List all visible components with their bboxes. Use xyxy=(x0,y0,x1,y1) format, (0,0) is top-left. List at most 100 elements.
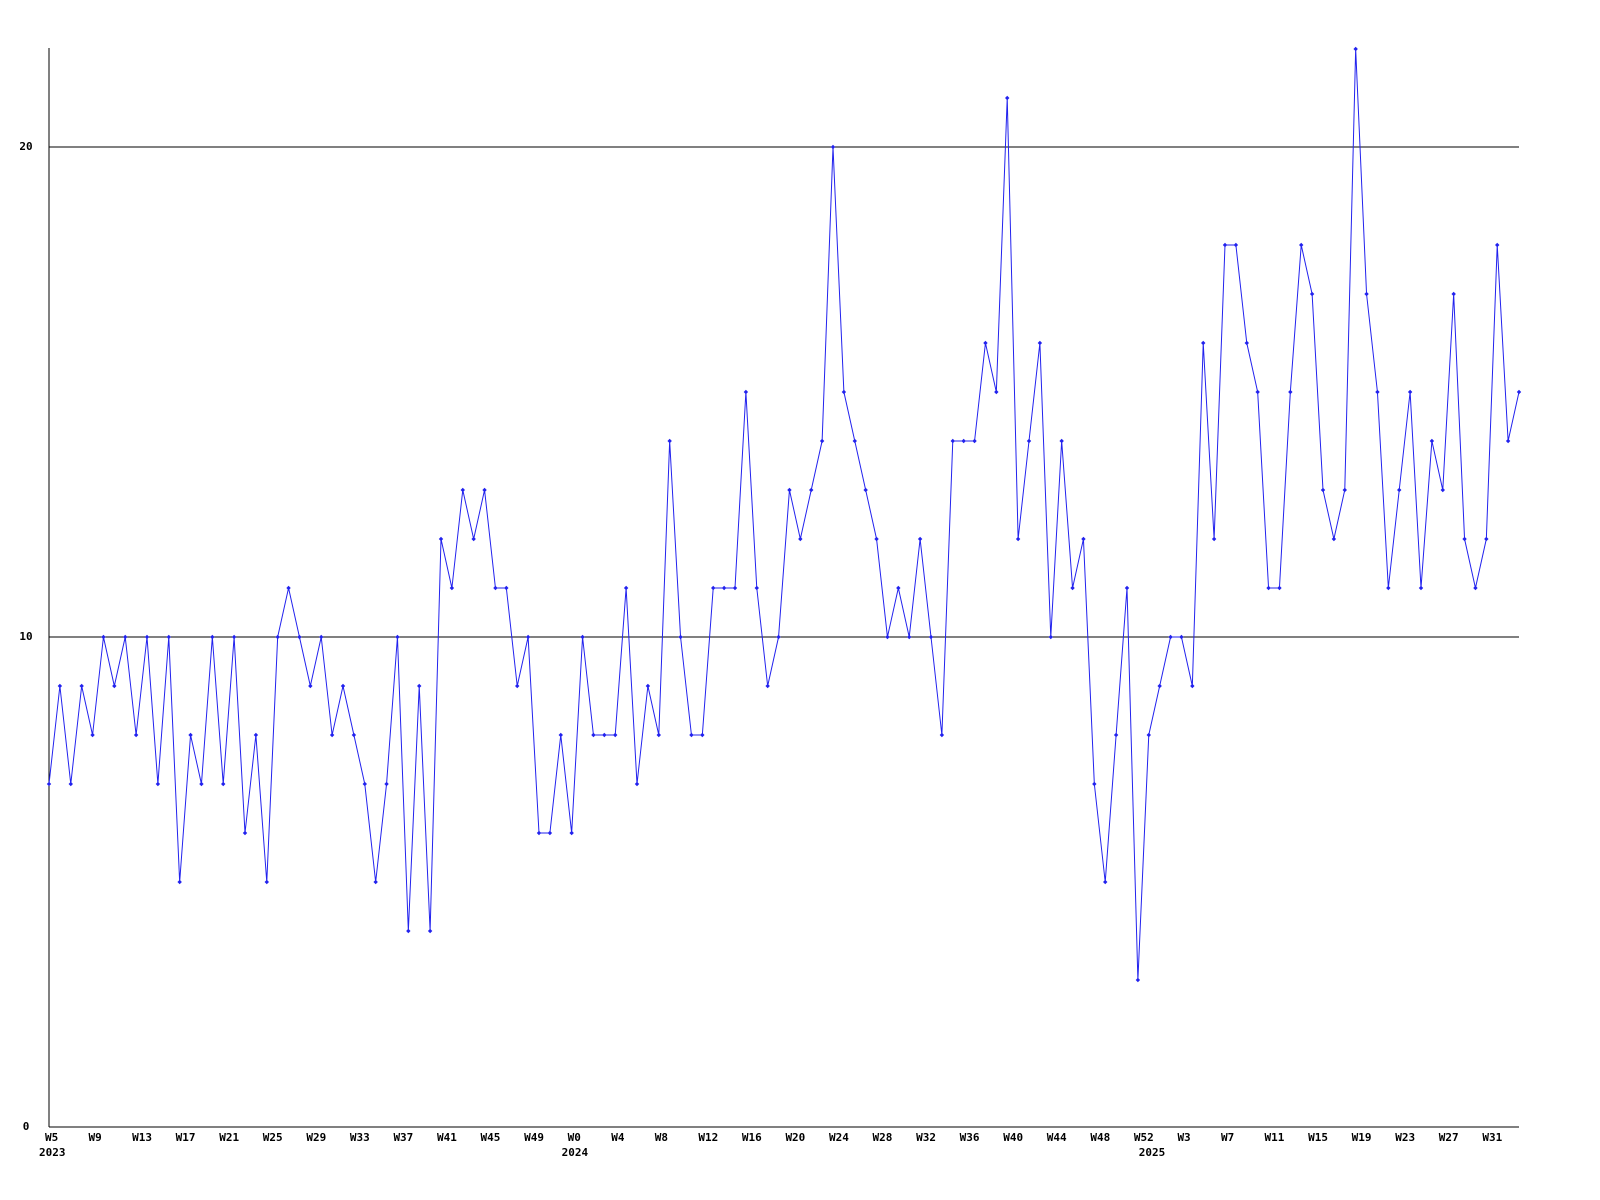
marker xyxy=(504,585,509,591)
marker xyxy=(841,389,847,395)
marker xyxy=(188,732,193,738)
marker xyxy=(1092,781,1097,787)
marker xyxy=(329,732,335,738)
marker xyxy=(395,634,400,640)
marker xyxy=(1026,438,1032,444)
marker xyxy=(144,634,150,640)
marker xyxy=(90,732,95,738)
x-tick-label: W9 xyxy=(89,1131,102,1144)
marker xyxy=(166,634,171,640)
marker xyxy=(917,536,923,542)
x-tick-label: W7 xyxy=(1221,1131,1234,1144)
line xyxy=(48,48,1520,981)
marker xyxy=(1364,291,1369,297)
marker xyxy=(536,830,542,836)
x-tick-label: W32 xyxy=(916,1131,936,1144)
x-tick-label: W31 xyxy=(1482,1131,1502,1144)
y-tick-label: 20 xyxy=(19,140,32,153)
x-tick-label: W52 xyxy=(1134,1131,1154,1144)
marker xyxy=(1386,585,1391,591)
marker xyxy=(1397,487,1402,493)
marker xyxy=(1342,487,1347,493)
marker xyxy=(994,389,999,395)
x-tick-label: W12 xyxy=(698,1131,718,1144)
marker xyxy=(1113,732,1119,738)
marker xyxy=(221,781,226,787)
marker xyxy=(983,340,988,346)
marker xyxy=(275,634,280,640)
marker xyxy=(1288,389,1293,395)
marker xyxy=(1059,438,1064,444)
marker xyxy=(1462,536,1467,542)
x-tick-label: W45 xyxy=(481,1131,501,1144)
x-tick-label: W40 xyxy=(1003,1131,1023,1144)
marker xyxy=(950,438,955,444)
marker xyxy=(231,634,237,640)
x-tick-label: W15 xyxy=(1308,1131,1328,1144)
marker xyxy=(68,781,73,787)
marker xyxy=(972,438,977,444)
marker xyxy=(732,585,738,591)
x-tick-label: W3 xyxy=(1177,1131,1190,1144)
marker xyxy=(482,487,487,493)
marker xyxy=(634,781,640,787)
marker xyxy=(787,487,792,493)
marker xyxy=(1124,585,1130,591)
marker xyxy=(177,879,182,885)
marker xyxy=(569,830,574,836)
marker xyxy=(907,634,912,640)
marker xyxy=(384,781,389,787)
marker xyxy=(101,634,106,640)
marker xyxy=(493,585,498,591)
x-tick-label: W23 xyxy=(1395,1131,1415,1144)
marker xyxy=(1309,291,1315,297)
marker xyxy=(885,634,890,640)
x-tick-label: W0 xyxy=(568,1131,581,1144)
marker xyxy=(1451,291,1456,297)
x-tick-label: W8 xyxy=(655,1131,668,1144)
marker xyxy=(874,536,879,542)
marker xyxy=(1190,683,1195,689)
marker xyxy=(700,732,705,738)
marker xyxy=(351,732,357,738)
marker xyxy=(1015,536,1021,542)
marker xyxy=(656,732,661,738)
x-tick-label: W16 xyxy=(742,1131,762,1144)
marker xyxy=(961,438,966,444)
x-tick-label: W21 xyxy=(219,1131,239,1144)
marker xyxy=(1266,585,1271,591)
marker xyxy=(1005,95,1010,101)
marker xyxy=(460,487,465,493)
year-label: 2023 xyxy=(39,1146,66,1159)
marker xyxy=(1070,585,1075,591)
x-tick-label: W37 xyxy=(393,1131,413,1144)
marker xyxy=(667,438,672,444)
year-label: 2025 xyxy=(1139,1146,1166,1159)
marker xyxy=(623,585,629,591)
marker xyxy=(438,536,444,542)
marker xyxy=(863,487,868,493)
marker xyxy=(743,389,749,395)
marker xyxy=(1484,536,1489,542)
marker xyxy=(819,438,825,444)
x-tick-label: W28 xyxy=(873,1131,893,1144)
marker xyxy=(471,536,476,542)
marker xyxy=(1277,585,1282,591)
x-tick-label: W19 xyxy=(1352,1131,1372,1144)
marker xyxy=(852,438,857,444)
marker xyxy=(798,536,803,542)
marker xyxy=(1473,585,1478,591)
marker xyxy=(1037,340,1043,346)
marker xyxy=(830,144,836,150)
marker xyxy=(1418,585,1424,591)
marker xyxy=(242,830,248,836)
marker xyxy=(613,732,618,738)
marker xyxy=(896,585,901,591)
marker xyxy=(580,634,585,640)
marker xyxy=(123,634,128,640)
marker xyxy=(939,732,945,738)
x-tick-label: W5 xyxy=(45,1131,58,1144)
marker xyxy=(754,585,759,591)
x-tick-label: W13 xyxy=(132,1131,152,1144)
